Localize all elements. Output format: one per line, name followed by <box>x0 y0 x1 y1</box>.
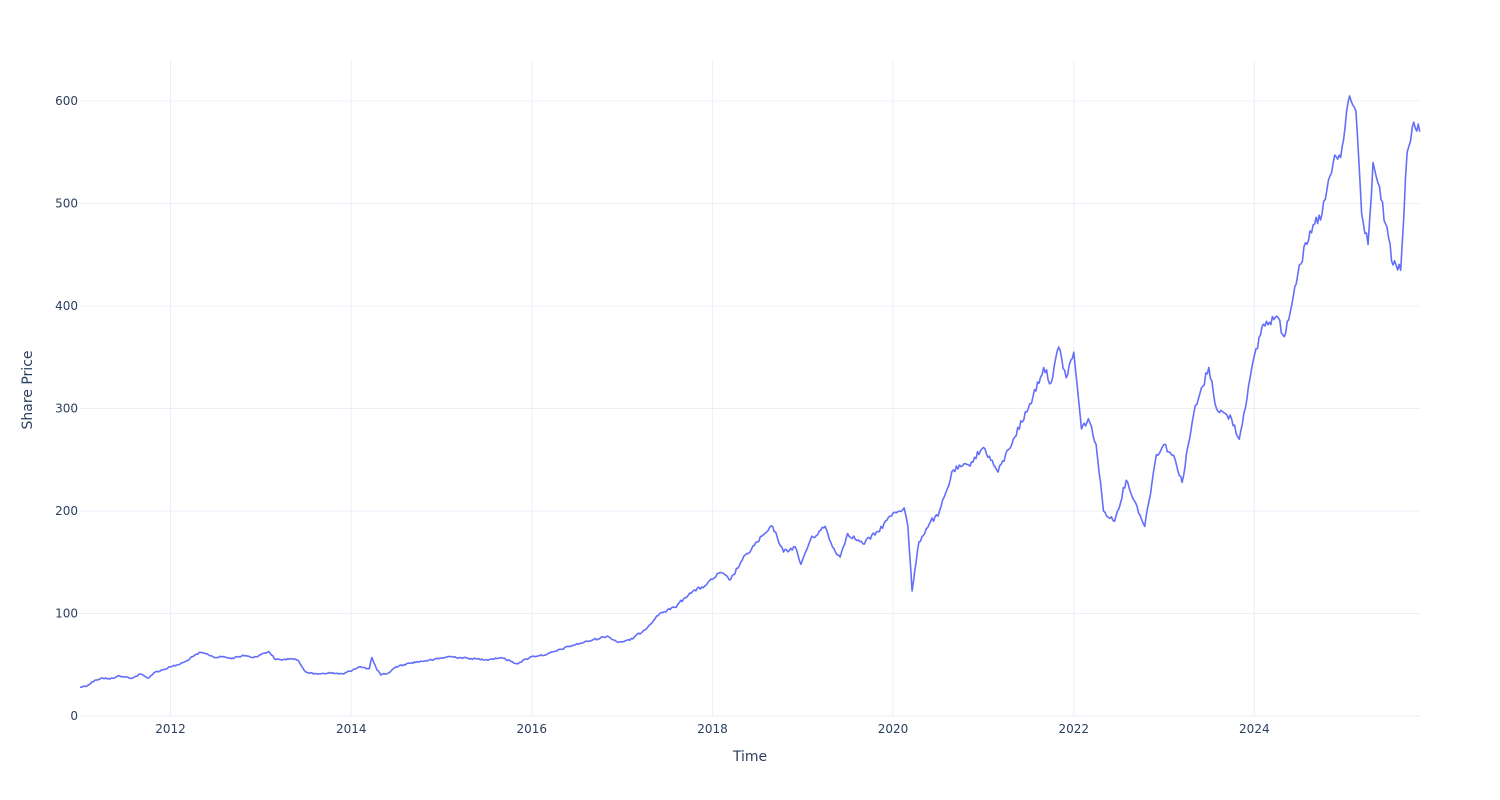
x-tick-label: 2022 <box>1059 722 1090 736</box>
share-price-line <box>79 95 1421 689</box>
y-tick-label: 300 <box>55 402 78 416</box>
y-tick-label: 600 <box>55 94 78 108</box>
x-tick-label: 2024 <box>1239 722 1270 736</box>
x-axis-title: Time <box>732 749 767 765</box>
gridlines <box>80 60 1420 716</box>
x-tick-label: 2012 <box>155 722 186 736</box>
x-tick-labels: 2012 2014 2016 2018 2020 2022 2024 <box>155 722 1269 736</box>
y-tick-label: 0 <box>70 709 78 723</box>
series-layer <box>79 95 1421 689</box>
x-tick-label: 2014 <box>336 722 367 736</box>
y-tick-label: 400 <box>55 299 78 313</box>
y-tick-label: 100 <box>55 607 78 621</box>
y-tick-label: 500 <box>55 197 78 211</box>
y-axis-title: Share Price <box>20 350 36 429</box>
x-tick-label: 2016 <box>517 722 548 736</box>
y-tick-labels: 0 100 200 300 400 500 600 <box>55 94 78 723</box>
y-tick-label: 200 <box>55 504 78 518</box>
x-tick-label: 2018 <box>697 722 728 736</box>
x-tick-label: 2020 <box>878 722 909 736</box>
